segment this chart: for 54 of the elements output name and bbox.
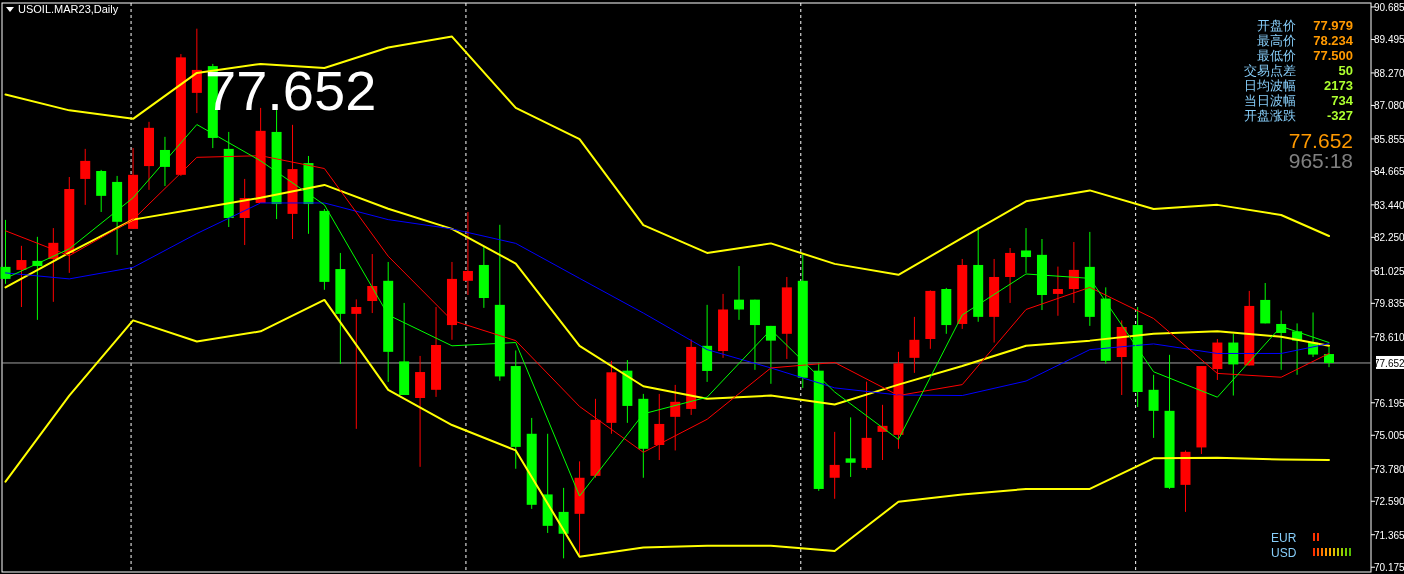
candlestick: [1148, 374, 1159, 439]
annotation: 77.979: [1313, 18, 1353, 33]
candlestick: [80, 148, 91, 206]
candlestick: [1260, 282, 1271, 324]
candlestick: [16, 245, 27, 308]
annotation: 77.652: [1288, 129, 1353, 152]
line-series: [4, 298, 1330, 558]
y-tick-label: 72.590: [1374, 496, 1404, 508]
text: 50: [1338, 63, 1353, 78]
candlestick: [1021, 227, 1032, 274]
annotation: 开盘涨跌: [1244, 108, 1296, 123]
annotation: 最高价: [1257, 33, 1296, 48]
candlestick: [191, 28, 202, 114]
y-tick-label: 82.250: [1374, 232, 1404, 244]
y-tick-label: 83.440: [1374, 199, 1404, 211]
annotation: 日均波幅: [1244, 78, 1296, 93]
y-tick-label: 75.005: [1374, 430, 1404, 442]
y-tick-label: 90.685: [1374, 1, 1404, 13]
annotation: 最低价: [1257, 48, 1296, 63]
y-tick-label: 70.175: [1374, 562, 1404, 574]
candlestick: [845, 416, 856, 478]
candlestick: [351, 298, 362, 430]
annotation: 965:18: [1288, 149, 1353, 172]
candlestick: [1068, 241, 1079, 304]
annotation: 2173: [1324, 78, 1353, 93]
y-tick-label: 84.665: [1374, 166, 1404, 178]
candlestick: [462, 211, 473, 296]
candlestick: [1324, 346, 1334, 368]
annotation: USD: [1271, 546, 1297, 560]
candlestick: [367, 253, 378, 314]
annotation: 77.500: [1313, 48, 1353, 63]
candlestick: [829, 431, 840, 500]
y-tick-label: 73.780: [1374, 463, 1404, 475]
y-tick-label: 76.195: [1374, 397, 1404, 409]
candlestick: [1052, 266, 1063, 317]
candlestick: [734, 265, 745, 321]
annotation: 开盘价: [1257, 18, 1296, 33]
y-tick-label: 87.080: [1374, 100, 1404, 112]
annotation: 78.234: [1313, 33, 1354, 48]
annotation: -327: [1326, 108, 1353, 123]
y-tick-label: 85.855: [1374, 133, 1404, 145]
annotation: 当日波幅: [1244, 93, 1296, 108]
chart-title: USOIL.MAR23,Daily: [18, 3, 119, 15]
annotation: EUR: [1271, 531, 1297, 545]
annotation: 交易点差: [1244, 63, 1296, 78]
y-tick-label: 81.025: [1374, 265, 1404, 277]
annotation: 734: [1331, 93, 1354, 108]
y-tick-label: 78.610: [1374, 331, 1404, 343]
y-tick-label: 71.365: [1374, 529, 1404, 541]
y-tick-label: 89.495: [1374, 34, 1404, 46]
y-tick-label: 79.835: [1374, 298, 1404, 310]
candlestick: [1228, 333, 1239, 397]
y-tick-label: 88.270: [1374, 67, 1404, 79]
candlestick: [909, 316, 920, 374]
